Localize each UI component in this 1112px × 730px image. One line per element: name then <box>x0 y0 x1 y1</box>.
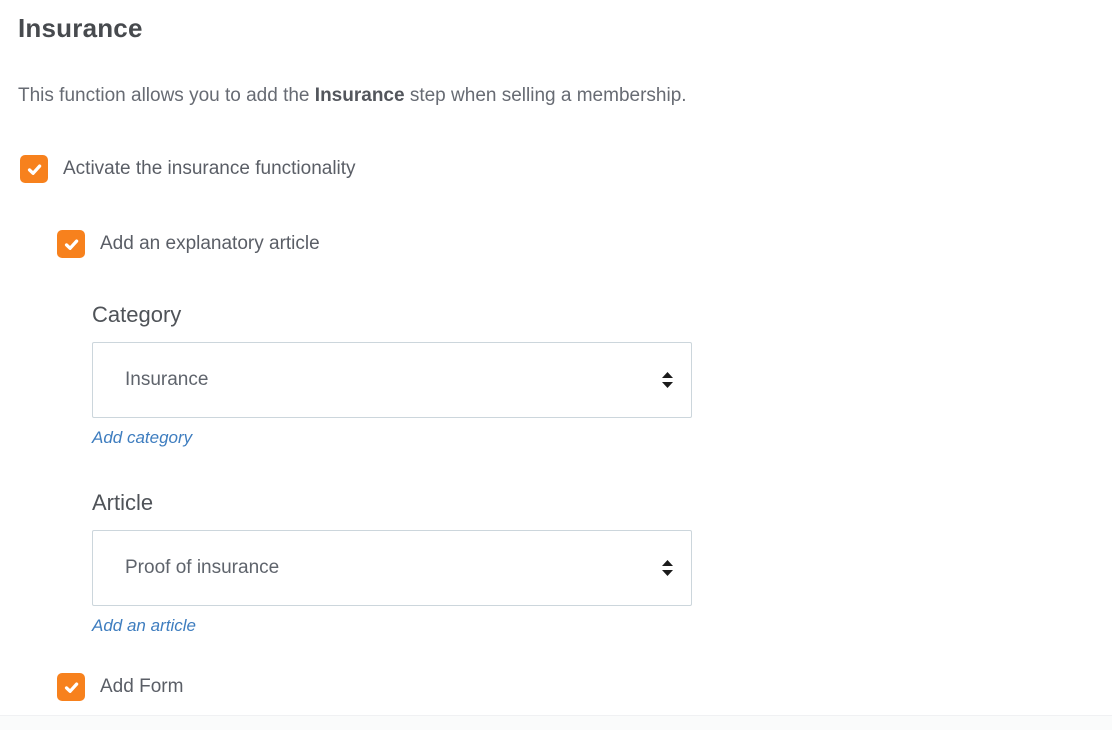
category-label: Category <box>92 302 182 327</box>
insurance-settings-panel: Insurance This function allows you to ad… <box>18 13 1094 701</box>
add-form-label: Add Form <box>100 676 184 697</box>
explanatory-article-checkbox[interactable] <box>57 230 85 258</box>
select-spinner-icon <box>662 372 673 388</box>
select-spinner-icon <box>662 560 673 576</box>
add-form-row: Add Form <box>57 673 1094 701</box>
activate-insurance-label: Activate the insurance functionality <box>63 158 356 179</box>
page-title: Insurance <box>18 13 143 43</box>
article-label: Article <box>92 490 154 515</box>
article-group: Article Proof of insurance Add an articl… <box>92 490 1094 636</box>
activate-insurance-checkbox[interactable] <box>20 155 48 183</box>
category-select-value: Insurance <box>125 369 209 390</box>
checkmark-icon <box>27 163 41 175</box>
checkmark-icon <box>64 681 78 693</box>
category-select[interactable]: Insurance <box>92 342 692 418</box>
description-bold: Insurance <box>314 85 405 106</box>
explanatory-article-label: Add an explanatory article <box>100 233 320 254</box>
article-select-value: Proof of insurance <box>125 557 280 578</box>
add-category-link[interactable]: Add category <box>92 428 193 447</box>
add-article-link[interactable]: Add an article <box>92 616 196 635</box>
checkmark-icon <box>64 238 78 250</box>
description-suffix: step when selling a membership. <box>404 85 687 106</box>
article-select[interactable]: Proof of insurance <box>92 530 692 606</box>
description-text: This function allows you to add the Insu… <box>18 84 1094 108</box>
page-bottom-divider <box>0 715 1112 730</box>
add-form-checkbox[interactable] <box>57 673 85 701</box>
explanatory-article-row: Add an explanatory article <box>57 230 1094 258</box>
activate-insurance-row: Activate the insurance functionality <box>20 155 1094 183</box>
description-prefix: This function allows you to add the <box>18 85 315 106</box>
category-group: Category Insurance Add category <box>92 302 1094 448</box>
